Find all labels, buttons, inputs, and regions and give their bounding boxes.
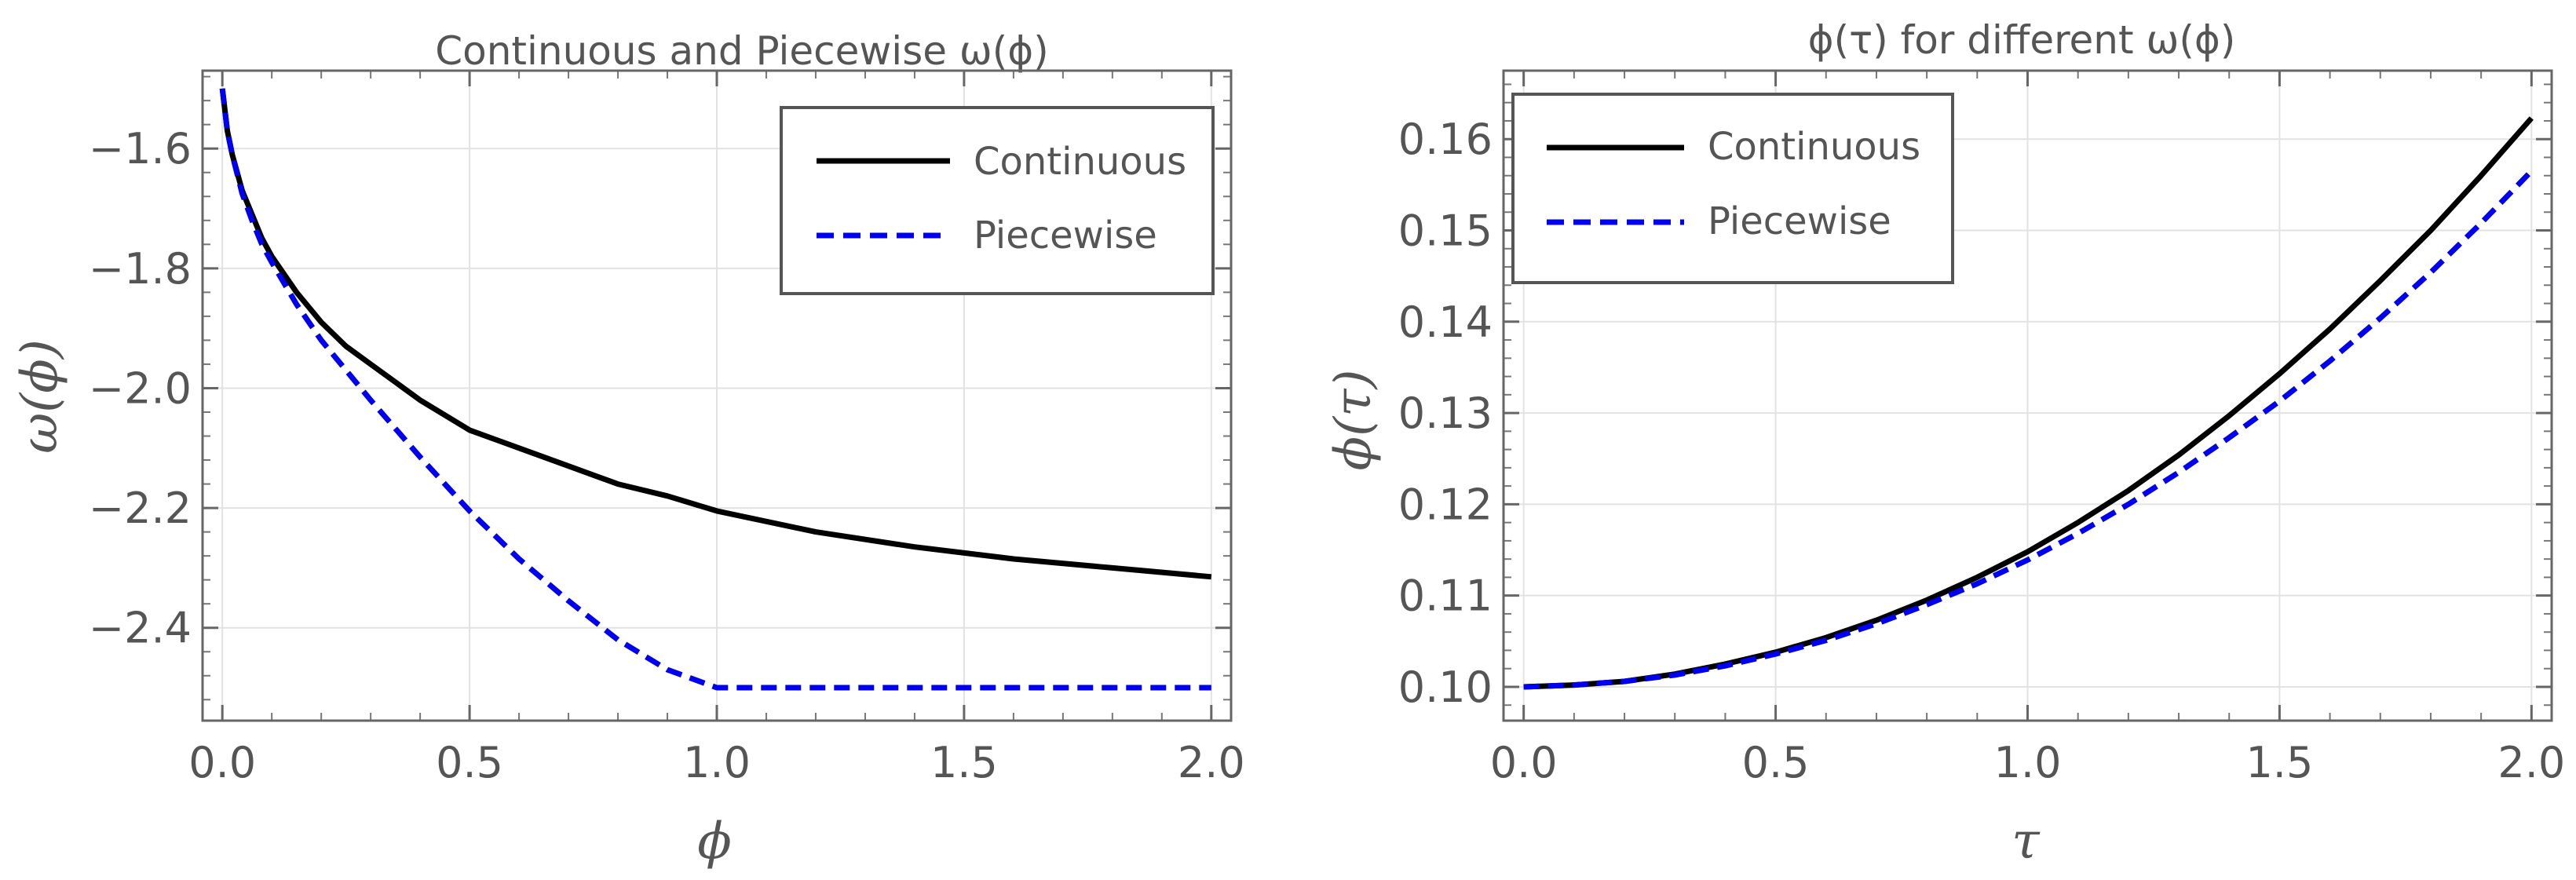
plot-frame [1502, 69, 2553, 722]
y-axis-label: ϕ(τ) [1325, 370, 1383, 471]
x-axis-label: ϕ [697, 812, 732, 871]
y-tick-label: −2.4 [89, 604, 192, 653]
series-line-piecewise [1523, 169, 2534, 690]
y-tick-label: 0.10 [1398, 663, 1493, 712]
legend-label-piecewise: Piecewise [1708, 199, 1891, 243]
y-tick-label: 0.16 [1398, 115, 1493, 164]
x-tick-label: 1.0 [683, 738, 751, 787]
y-axis-label: ω(ϕ) [11, 339, 69, 454]
plot-area: 0.0 0.5 1.0 1.5 2.0 0.10 0.11 0.12 0.13 0.14 0.15 0… [1398, 69, 2565, 787]
y-tick-label: 0.14 [1398, 298, 1493, 347]
y-tick-label: 0.15 [1398, 206, 1493, 256]
x-tick-label: 1.5 [930, 738, 998, 787]
chart-title: ϕ(τ) for different ω(ϕ) [1808, 17, 2236, 63]
legend-label-continuous: Continuous [974, 140, 1186, 184]
panel-omega: Continuous and Piecewise ω(ϕ) 0.0 0.5 1.0 1… [11, 28, 1245, 871]
y-tick-label: −1.8 [89, 244, 192, 294]
plot-area: 0.0 0.5 1.0 1.5 2.0 −1.6 −1.8 −2.0 −2.2 −2.4 [89, 69, 1245, 787]
x-tick-label: 1.5 [2245, 738, 2313, 787]
panel-phi: ϕ(τ) for different ω(ϕ) 0.0 0.5 1.0 1.5 2.00… [1325, 17, 2565, 871]
x-tick-label: 2.0 [1178, 738, 1245, 787]
y-tick-label: −1.6 [89, 124, 192, 173]
chart-title: Continuous and Piecewise ω(ϕ) [435, 28, 1049, 74]
legend-box [1511, 93, 1954, 284]
series-line-piecewise [219, 88, 1211, 691]
y-tick-label: 0.11 [1398, 571, 1493, 621]
y-tick-label: 0.13 [1398, 389, 1493, 438]
x-tick-label: 0.5 [1742, 738, 1810, 787]
x-axis-label: τ [2011, 812, 2041, 871]
x-tick-label: 2.0 [2497, 738, 2565, 787]
y-tick-label: 0.12 [1398, 480, 1493, 529]
series-line-continuous [219, 88, 1212, 580]
y-tick-label: −2.0 [89, 363, 192, 413]
legend-label-piecewise: Piecewise [974, 214, 1157, 257]
x-tick-label: 1.0 [1994, 738, 2062, 787]
y-tick-label: −2.2 [89, 484, 192, 533]
series-line-continuous [1523, 116, 2534, 690]
x-tick-label: 0.0 [1490, 738, 1558, 787]
legend: Continuous Piecewise [1511, 93, 1954, 284]
x-tick-label: 0.0 [188, 738, 256, 787]
legend: Continuous Piecewise [780, 106, 1215, 295]
x-tick-label: 0.5 [436, 738, 503, 787]
legend-box [780, 106, 1215, 295]
plot-frame [201, 69, 1233, 722]
legend-label-continuous: Continuous [1708, 125, 1920, 169]
